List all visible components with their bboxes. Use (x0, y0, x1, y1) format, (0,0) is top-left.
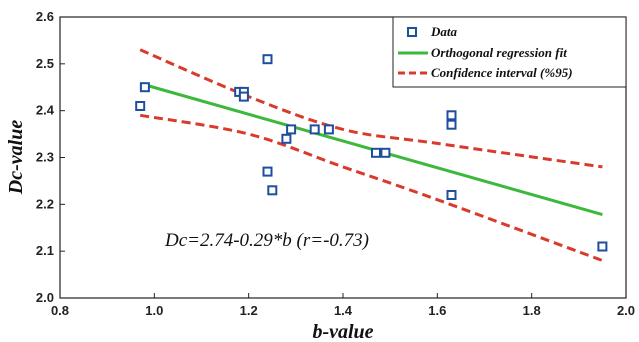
data-point (262, 166, 273, 177)
confidence-lower-line (139, 113, 603, 262)
data-point (286, 124, 297, 135)
y-tick-label: 2.1 (36, 243, 54, 258)
data-point (262, 54, 273, 65)
data-point (446, 119, 457, 130)
legend-box (392, 16, 627, 88)
data-point (380, 147, 391, 158)
data-point (446, 110, 457, 121)
y-axis-title: Dc-value (5, 120, 27, 196)
legend-label-ci: Confidence interval (%95) (431, 65, 573, 80)
data-point (139, 82, 150, 93)
y-tick-label: 2.4 (36, 103, 55, 118)
data-point (135, 101, 146, 111)
y-tick-label: 2.0 (36, 290, 54, 305)
x-tick-label: 0.8 (51, 303, 69, 318)
points-layer (135, 54, 608, 252)
legend-label-data: Data (430, 24, 458, 39)
y-tick-label: 2.5 (36, 56, 54, 71)
x-tick-label: 1.6 (428, 303, 446, 318)
x-tick-label: 1.2 (240, 303, 258, 318)
confidence-upper-line (139, 48, 603, 169)
x-tick-label: 1.4 (334, 303, 353, 318)
axis-ticks: 0.8 1.0 1.2 1.4 1.6 1.8 2.0 2.0 2.1 2.2 2.3 2.4 2.5 2… (36, 9, 635, 318)
y-tick-label: 2.2 (36, 196, 54, 211)
legend-marker-data (407, 27, 417, 37)
data-point (267, 185, 278, 196)
data-point (371, 147, 381, 158)
x-axis-title: b-value (312, 321, 373, 342)
y-tick-label: 2.3 (36, 150, 54, 165)
data-point (597, 241, 608, 252)
x-tick-label: 2.0 (617, 303, 635, 318)
x-tick-label: 1.0 (145, 303, 163, 318)
regression-annotation: Dc=2.74-0.29*b (r=-0.73) (164, 230, 369, 251)
legend-label-fit: Orthogonal regression fit (431, 45, 567, 60)
legend: Data Orthogonal regression fit Confidenc… (392, 16, 627, 88)
data-point (238, 91, 249, 102)
data-point (281, 133, 292, 144)
x-tick-label: 1.8 (523, 303, 541, 318)
data-point (309, 124, 320, 135)
y-tick-label: 2.6 (36, 9, 54, 24)
data-point (446, 190, 457, 200)
data-point (323, 124, 334, 135)
